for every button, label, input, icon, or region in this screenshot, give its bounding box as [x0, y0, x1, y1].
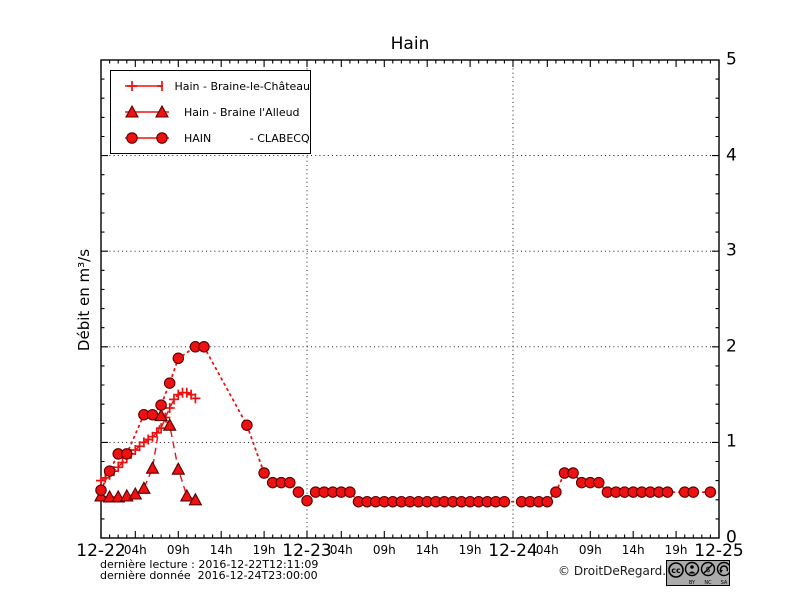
y-tick-label: 3: [726, 240, 737, 261]
x-tick-label-hour: 14h: [209, 543, 233, 557]
y-tick-label: 0: [726, 527, 737, 548]
by-person-icon: BY: [684, 561, 700, 586]
svg-text:SA: SA: [721, 580, 728, 585]
svg-text:NC: NC: [704, 580, 712, 585]
x-tick-label-hour: 04h: [123, 543, 147, 557]
y-tick-label: 2: [726, 336, 737, 357]
series-clabecq: [95, 341, 717, 508]
y-tick-label: 1: [726, 431, 737, 452]
triangle-marker-icon: [125, 105, 169, 118]
legend-entry-braine-le-chateau: Hain - Braine-le-Château: [121, 79, 310, 93]
nc-dollar-icon: $ NC: [700, 561, 716, 586]
x-tick-label-hour: 19h: [458, 543, 482, 557]
legend-label: Hain - Braine l'Alleud: [184, 105, 300, 119]
x-tick-label-hour: 19h: [664, 543, 688, 557]
x-tick-label-hour: 09h: [372, 543, 396, 557]
x-tick-label-hour: 19h: [252, 543, 276, 557]
legend: Hain - Braine-le-Château Hain - Braine l…: [110, 70, 311, 154]
cc-license-badge: cc BY $ NC SA: [666, 560, 732, 586]
x-tick-label-hour: 14h: [621, 543, 645, 557]
cc-icon: cc: [668, 562, 684, 578]
svg-text:cc: cc: [671, 566, 681, 575]
last-data-text: dernière donnée 2016-12-24T23:00:00: [100, 569, 318, 582]
y-axis-label: Débit en m³/s: [75, 248, 93, 352]
legend-entry-braine-l-alleud: Hain - Braine l'Alleud: [121, 105, 310, 119]
series-braine-l-alleud: [94, 408, 203, 506]
y-tick-label: 4: [726, 145, 737, 166]
last-reading-text: dernière lecture : 2016-12-22T12:11:09: [100, 558, 319, 571]
legend-entry-clabecq: HAIN - CLABECQ: [121, 131, 310, 145]
copyright-text: © DroitDeRegard.be: [558, 564, 682, 578]
series-braine-le-chateau: [96, 387, 201, 486]
sa-share-alike-icon: SA: [716, 561, 732, 586]
cc-by-nc-sa-icons: cc BY $ NC SA: [668, 561, 732, 586]
legend-label: HAIN - CLABECQ: [184, 131, 310, 145]
legend-label: Hain - Braine-le-Château: [174, 79, 310, 93]
plus-marker-icon: [125, 81, 164, 91]
x-tick-label-hour: 09h: [578, 543, 602, 557]
x-tick-label-day: 12-25: [694, 541, 744, 561]
x-tick-label-day: 12-23: [282, 541, 332, 561]
x-tick-label-hour: 14h: [415, 543, 439, 557]
svg-text:BY: BY: [689, 580, 696, 585]
y-tick-label: 5: [726, 49, 737, 70]
chart-title: Hain: [390, 34, 430, 54]
x-tick-label-hour: 04h: [535, 543, 559, 557]
circle-marker-icon: [125, 132, 169, 144]
x-tick-label-day: 12-24: [488, 541, 538, 561]
x-tick-label-hour: 04h: [329, 543, 353, 557]
x-tick-label-hour: 09h: [166, 543, 190, 557]
x-tick-label-day: 12-22: [76, 541, 126, 561]
